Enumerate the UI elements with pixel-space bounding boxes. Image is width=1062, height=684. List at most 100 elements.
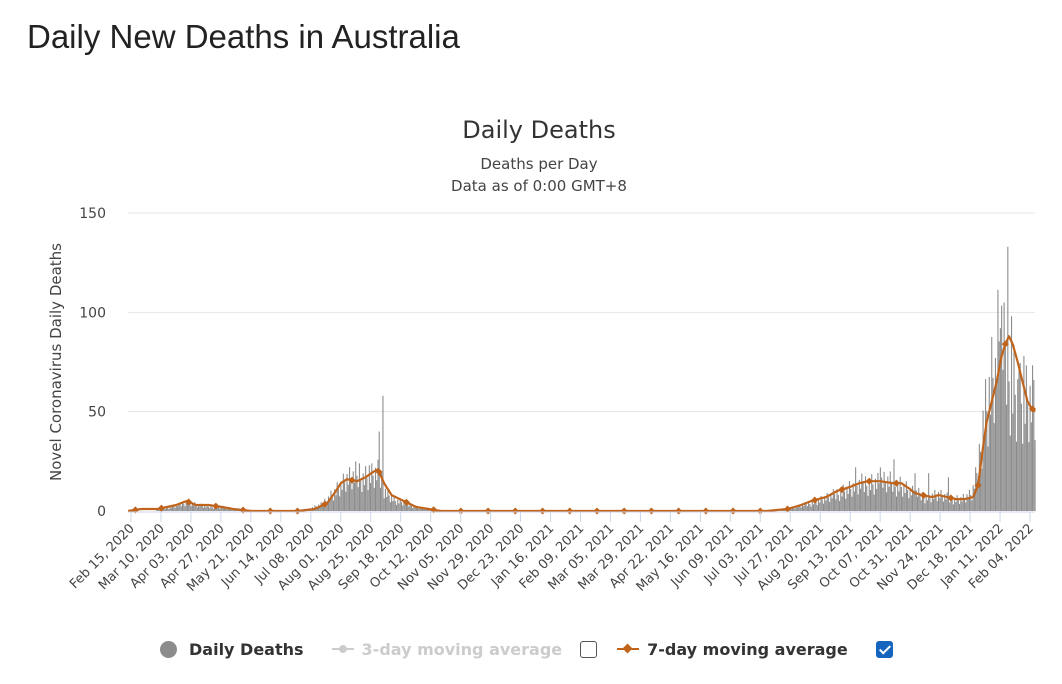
daily-death-bar bbox=[353, 482, 356, 511]
daily-death-bar bbox=[400, 502, 403, 511]
daily-death-bar bbox=[886, 492, 888, 511]
daily-death-bar bbox=[931, 493, 933, 511]
daily-death-bar bbox=[895, 496, 898, 511]
ma7-checkbox[interactable] bbox=[875, 640, 893, 658]
daily-death-bar bbox=[397, 499, 399, 511]
daily-death-bar bbox=[837, 494, 839, 511]
daily-death-bar bbox=[894, 486, 896, 511]
daily-death-bar bbox=[999, 328, 1001, 511]
daily-death-bar bbox=[988, 376, 990, 511]
daily-death-bar bbox=[994, 358, 997, 511]
daily-death-bar bbox=[928, 473, 930, 511]
daily-death-bar bbox=[908, 498, 910, 511]
daily-death-bar bbox=[224, 507, 226, 511]
daily-deaths-chart: Daily Deaths Deaths per Day Data as of 0… bbox=[47, 116, 1037, 595]
daily-death-bar bbox=[858, 479, 860, 511]
daily-death-bar bbox=[211, 507, 213, 511]
daily-death-bar bbox=[409, 503, 411, 511]
chart-subtitle-2: Data as of 0:00 GMT+8 bbox=[451, 177, 627, 195]
daily-death-bar bbox=[903, 483, 905, 511]
daily-death-bar bbox=[331, 495, 333, 511]
daily-death-bar bbox=[1020, 403, 1022, 511]
daily-death-bar bbox=[847, 493, 849, 511]
daily-death-bar bbox=[934, 489, 936, 511]
daily-death-bar bbox=[930, 502, 932, 511]
daily-death-bar bbox=[973, 488, 975, 511]
daily-death-bar bbox=[803, 506, 805, 511]
daily-death-bar bbox=[398, 503, 400, 511]
daily-death-bar bbox=[366, 478, 368, 511]
daily-death-bar bbox=[862, 482, 864, 511]
ma7-marker bbox=[375, 468, 383, 476]
daily-death-bar bbox=[947, 477, 949, 511]
y-axis-label: Novel Coronavirus Daily Deaths bbox=[47, 243, 65, 481]
daily-death-bar bbox=[951, 500, 953, 511]
daily-death-bar bbox=[1001, 305, 1003, 511]
daily-death-bar bbox=[1013, 344, 1015, 511]
daily-death-bar bbox=[327, 496, 330, 511]
daily-death-bar bbox=[165, 507, 167, 511]
daily-death-bar bbox=[819, 502, 821, 511]
daily-death-bar bbox=[1032, 365, 1034, 511]
daily-death-bar bbox=[168, 508, 170, 511]
legend-7day-ma[interactable]: 7-day moving average bbox=[617, 640, 848, 659]
daily-deaths-bars bbox=[155, 246, 1036, 512]
daily-death-bar bbox=[1008, 381, 1010, 511]
daily-death-bar bbox=[856, 485, 858, 511]
daily-death-bar bbox=[878, 483, 880, 511]
daily-death-bar bbox=[950, 495, 952, 511]
daily-death-bar bbox=[946, 492, 948, 511]
daily-death-bar bbox=[386, 496, 388, 511]
daily-death-bar bbox=[926, 500, 928, 511]
ma7-line-group bbox=[127, 335, 1037, 515]
ma3-checkbox[interactable] bbox=[580, 640, 598, 658]
ma7-marker bbox=[185, 498, 193, 506]
ma7-marker bbox=[593, 507, 601, 515]
daily-death-bar bbox=[782, 510, 784, 511]
daily-death-bar bbox=[1027, 404, 1029, 511]
legend-daily-deaths[interactable]: Daily Deaths bbox=[160, 640, 304, 659]
daily-death-bar bbox=[323, 505, 325, 511]
daily-death-bar bbox=[967, 498, 969, 511]
daily-death-bar bbox=[205, 507, 207, 511]
daily-death-bar bbox=[935, 495, 937, 511]
legend-3day-ma[interactable]: 3-day moving average bbox=[331, 640, 562, 659]
daily-death-bar bbox=[820, 495, 822, 511]
daily-death-bar bbox=[827, 497, 829, 511]
daily-death-bar bbox=[800, 507, 802, 511]
daily-death-bar bbox=[377, 459, 379, 511]
daily-death-bar bbox=[345, 491, 347, 511]
daily-death-bar bbox=[966, 494, 968, 511]
daily-death-bar bbox=[193, 505, 195, 511]
daily-death-bar bbox=[961, 501, 963, 511]
daily-death-bar bbox=[163, 508, 165, 511]
daily-death-bar bbox=[351, 489, 353, 511]
circle-icon bbox=[160, 640, 177, 658]
ma7-line bbox=[127, 335, 1036, 513]
daily-death-bar bbox=[959, 503, 961, 511]
ma7-marker bbox=[647, 507, 655, 515]
daily-death-bar bbox=[321, 503, 323, 511]
daily-death-bar bbox=[179, 504, 181, 511]
daily-death-bar bbox=[350, 478, 352, 511]
daily-death-bar bbox=[936, 501, 938, 511]
daily-death-bar bbox=[356, 475, 358, 511]
daily-death-bar bbox=[180, 506, 182, 511]
page-title: Daily New Deaths in Australia bbox=[27, 18, 460, 55]
daily-death-bar bbox=[347, 484, 349, 511]
daily-death-bar bbox=[399, 498, 401, 511]
daily-death-bar bbox=[388, 495, 390, 511]
daily-death-bar bbox=[998, 341, 1000, 511]
daily-death-bar bbox=[963, 498, 966, 511]
chart-subtitle-1: Deaths per Day bbox=[480, 155, 597, 173]
daily-death-bar bbox=[391, 495, 393, 511]
daily-death-bar bbox=[889, 471, 891, 511]
daily-death-bar bbox=[968, 490, 971, 511]
daily-death-bar bbox=[915, 490, 917, 511]
daily-death-bar bbox=[985, 379, 987, 511]
daily-death-bar bbox=[817, 499, 820, 511]
daily-death-bar bbox=[809, 504, 811, 511]
daily-death-bar bbox=[799, 505, 801, 511]
daily-death-bar bbox=[910, 495, 912, 511]
daily-death-bar bbox=[813, 504, 815, 511]
